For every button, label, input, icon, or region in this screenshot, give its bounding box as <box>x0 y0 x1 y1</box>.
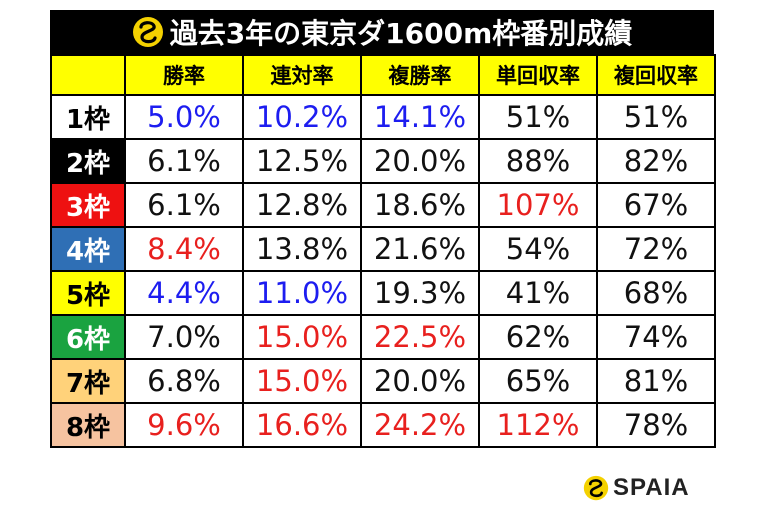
table-cell: 13.8% <box>242 226 362 272</box>
table-cell: 81% <box>596 358 716 404</box>
table-cell: 18.6% <box>360 182 480 228</box>
table-cell: 78% <box>596 402 716 448</box>
table-cell: 112% <box>478 402 598 448</box>
table-cell: 82% <box>596 138 716 184</box>
frame-label: 5枠 <box>50 270 126 316</box>
frame-label: 6枠 <box>50 314 126 360</box>
table-row: 8枠 9.6% 16.6% 24.2% 112% 78% <box>50 402 716 448</box>
table-cell: 41% <box>478 270 598 316</box>
table-cell: 16.6% <box>242 402 362 448</box>
table-cell: 88% <box>478 138 598 184</box>
table-cell: 24.2% <box>360 402 480 448</box>
header-place-return: 複回収率 <box>596 54 716 96</box>
table-cell: 62% <box>478 314 598 360</box>
header-win-return: 単回収率 <box>478 54 598 96</box>
table-cell: 6.1% <box>124 182 244 228</box>
table-row: 5枠 4.4% 11.0% 19.3% 41% 68% <box>50 270 716 316</box>
table-cell: 21.6% <box>360 226 480 272</box>
header-win-rate: 勝率 <box>124 54 244 96</box>
table-cell: 51% <box>596 94 716 140</box>
page-title: 過去3年の東京ダ1600m枠番別成績 <box>169 17 633 50</box>
table-row: 3枠 6.1% 12.8% 18.6% 107% 67% <box>50 182 716 228</box>
frame-label: 1枠 <box>50 94 126 140</box>
brand-name: SPAIA <box>613 474 690 501</box>
frame-label: 4枠 <box>50 226 126 272</box>
table-row: 4枠 8.4% 13.8% 21.6% 54% 72% <box>50 226 716 272</box>
table-cell: 19.3% <box>360 270 480 316</box>
frame-label: 2枠 <box>50 138 126 184</box>
table-cell: 15.0% <box>242 314 362 360</box>
table-cell: 4.4% <box>124 270 244 316</box>
header-top3-rate: 複勝率 <box>360 54 480 96</box>
table-row: 1枠 5.0% 10.2% 14.1% 51% 51% <box>50 94 716 140</box>
frame-label: 3枠 <box>50 182 126 228</box>
header-cell <box>50 54 126 96</box>
table-title-bar: 過去3年の東京ダ1600m枠番別成績 <box>50 10 714 54</box>
table-header-row: 勝率 連対率 複勝率 単回収率 複回収率 <box>50 54 716 96</box>
frame-label: 7枠 <box>50 358 126 404</box>
table-cell: 68% <box>596 270 716 316</box>
table-cell: 7.0% <box>124 314 244 360</box>
spaia-logo-icon <box>132 17 163 47</box>
table-cell: 10.2% <box>242 94 362 140</box>
table-row: 6枠 7.0% 15.0% 22.5% 62% 74% <box>50 314 716 360</box>
table-row: 7枠 6.8% 15.0% 20.0% 65% 81% <box>50 358 716 404</box>
frame-stats-table: 勝率 連対率 複勝率 単回収率 複回収率 1枠 5.0% 10.2% 14.1% 51%… <box>50 54 716 448</box>
table-cell: 12.8% <box>242 182 362 228</box>
brand-mark: SPAIA <box>583 474 690 502</box>
table-cell: 12.5% <box>242 138 362 184</box>
table-cell: 22.5% <box>360 314 480 360</box>
table-cell: 72% <box>596 226 716 272</box>
table-cell: 14.1% <box>360 94 480 140</box>
frame-label: 8枠 <box>50 402 126 448</box>
table-cell: 107% <box>478 182 598 228</box>
table-row: 2枠 6.1% 12.5% 20.0% 88% 82% <box>50 138 716 184</box>
results-table-panel: 過去3年の東京ダ1600m枠番別成績 勝率 連対率 複勝率 単回収率 複回収率 … <box>50 10 716 448</box>
table-cell: 65% <box>478 358 598 404</box>
table-cell: 67% <box>596 182 716 228</box>
spaia-logo-icon <box>583 475 609 501</box>
table-cell: 74% <box>596 314 716 360</box>
table-cell: 9.6% <box>124 402 244 448</box>
table-cell: 11.0% <box>242 270 362 316</box>
table-cell: 6.8% <box>124 358 244 404</box>
table-cell: 8.4% <box>124 226 244 272</box>
table-cell: 15.0% <box>242 358 362 404</box>
table-cell: 5.0% <box>124 94 244 140</box>
header-top2-rate: 連対率 <box>242 54 362 96</box>
table-cell: 51% <box>478 94 598 140</box>
table-cell: 54% <box>478 226 598 272</box>
table-cell: 6.1% <box>124 138 244 184</box>
table-cell: 20.0% <box>360 138 480 184</box>
table-cell: 20.0% <box>360 358 480 404</box>
